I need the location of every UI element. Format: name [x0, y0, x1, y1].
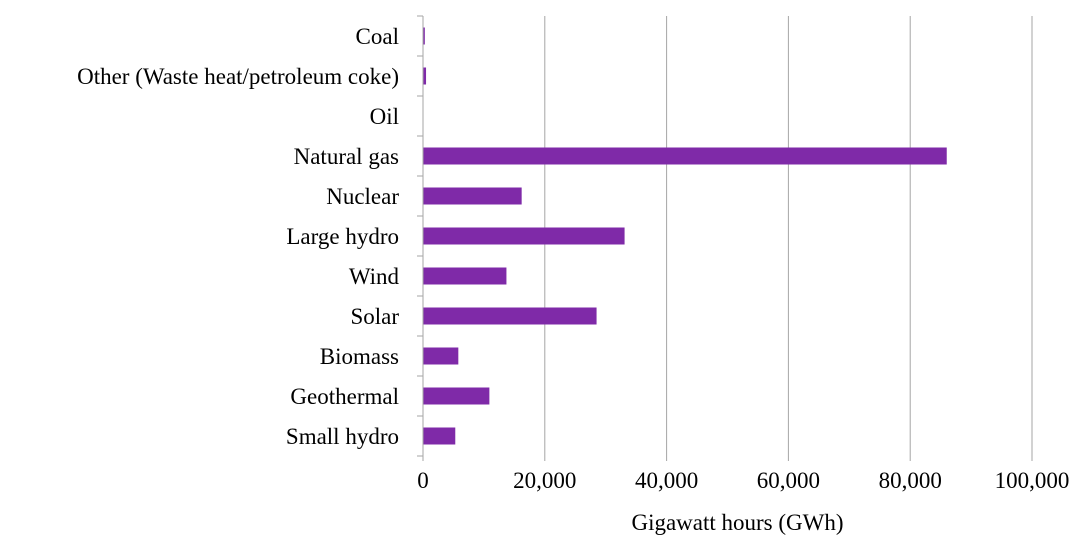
bar	[423, 427, 456, 445]
category-label: Wind	[349, 264, 400, 289]
axes	[417, 15, 1033, 461]
bar	[423, 67, 427, 85]
x-tick-label: 80,000	[879, 468, 942, 493]
bar	[423, 227, 625, 245]
bar	[423, 307, 597, 325]
x-tick-labels: 0 20,000 40,000 60,000 80,000 100,000	[417, 468, 1069, 493]
category-label: Geothermal	[290, 384, 399, 409]
category-label: Nuclear	[326, 184, 399, 209]
category-label: Small hydro	[286, 424, 399, 449]
category-label: Natural gas	[294, 144, 399, 169]
category-labels: Coal Other (Waste heat/petroleum coke) Oil…	[77, 24, 399, 449]
bar	[423, 387, 490, 405]
x-axis-title: Gigawatt hours (GWh)	[631, 510, 843, 535]
x-tick-label: 20,000	[513, 468, 576, 493]
x-tick-label: 60,000	[757, 468, 820, 493]
category-label: Biomass	[320, 344, 399, 369]
bar	[423, 267, 507, 285]
gridlines	[544, 16, 1033, 456]
category-label: Coal	[356, 24, 399, 49]
bar	[423, 347, 459, 365]
bars	[423, 27, 947, 445]
x-tick-label: 100,000	[995, 468, 1070, 493]
x-tick-label: 0	[417, 468, 429, 493]
bar	[423, 27, 425, 45]
category-label: Oil	[370, 104, 399, 129]
category-label: Solar	[350, 304, 399, 329]
category-label: Other (Waste heat/petroleum coke)	[77, 64, 399, 89]
category-label: Large hydro	[286, 224, 399, 249]
bar	[423, 147, 947, 165]
x-tick-label: 40,000	[635, 468, 698, 493]
bar	[423, 187, 522, 205]
